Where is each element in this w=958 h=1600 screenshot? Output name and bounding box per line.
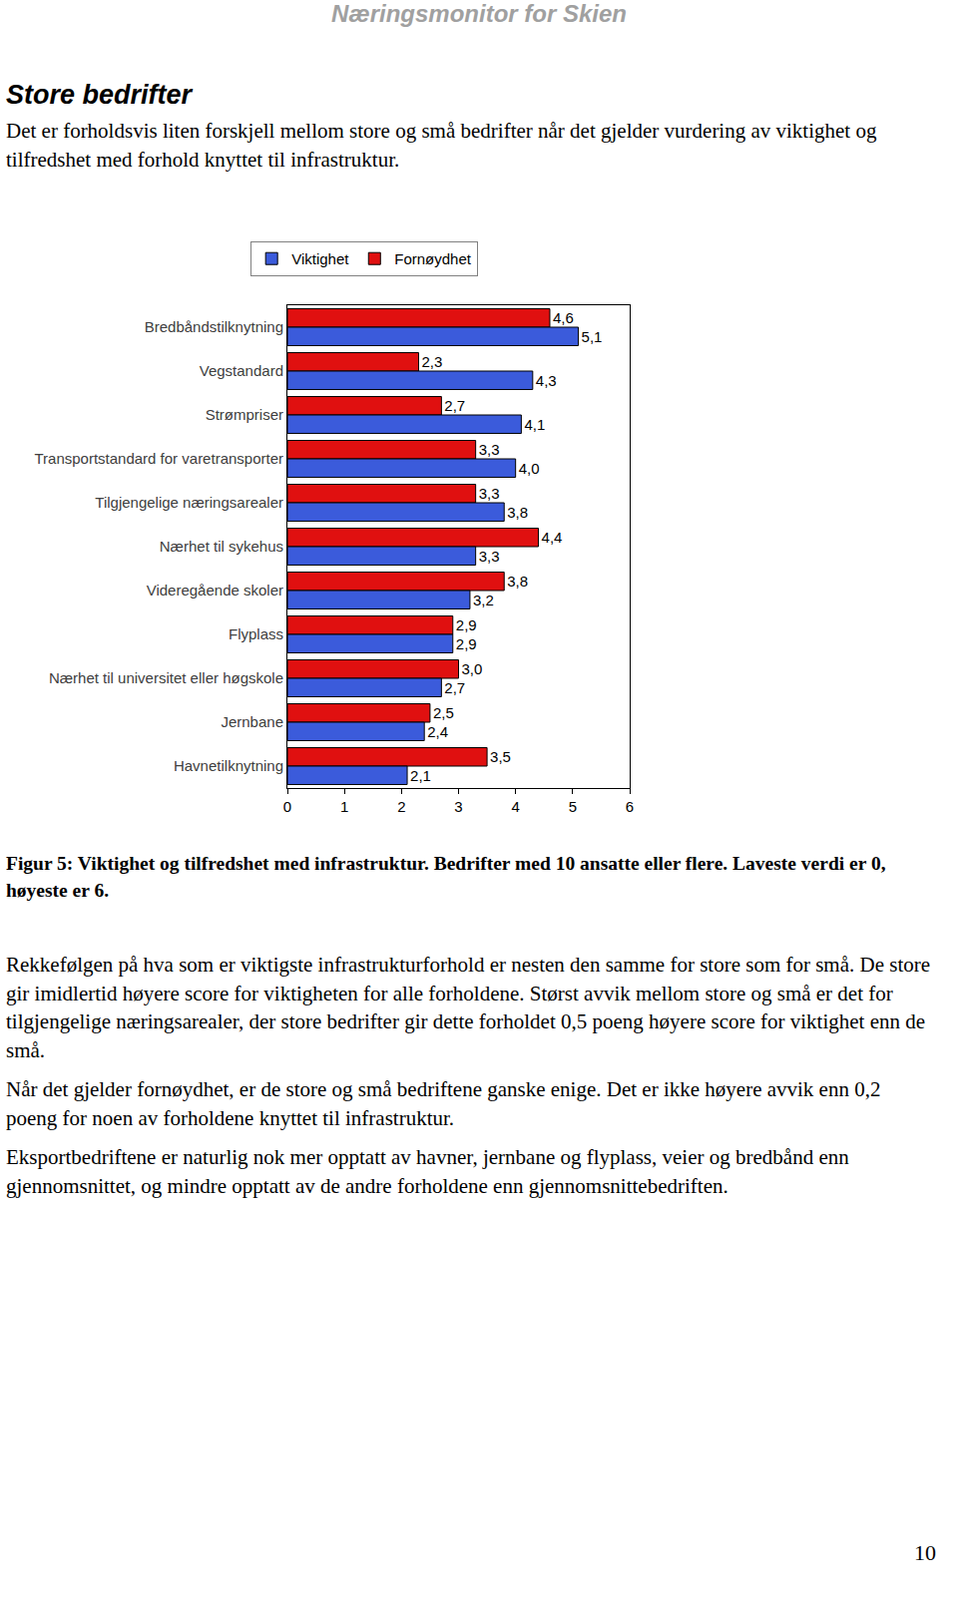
svg-text:Videregående skoler: Videregående skoler (146, 581, 284, 599)
svg-text:Havnetilknytning: Havnetilknytning (173, 757, 284, 775)
svg-text:3,0: 3,0 (462, 660, 483, 678)
svg-text:4,0: 4,0 (518, 460, 540, 478)
html-text:Figur 5: Viktighet og tilfreds: Figur 5: Viktighet og tilfredshet med in… (5, 853, 886, 902)
svg-text:4,4: 4,4 (541, 528, 563, 546)
html-text:Eksportbedriftene er naturlig: Eksportbedriftene er naturlig nok mer op… (5, 1145, 849, 1198)
svg-text:Vegstandard: Vegstandard (199, 362, 284, 380)
svg-text:Viktighet: Viktighet (291, 250, 350, 268)
svg-text:3,3: 3,3 (479, 547, 500, 565)
svg-text:2,5: 2,5 (433, 704, 455, 722)
svg-text:3,3: 3,3 (479, 441, 500, 459)
svg-text:2,1: 2,1 (410, 767, 432, 785)
svg-text:2,3: 2,3 (421, 353, 443, 371)
svg-text:1: 1 (340, 798, 349, 816)
svg-text:2,7: 2,7 (444, 397, 466, 415)
svg-text:4,1: 4,1 (523, 416, 545, 434)
svg-text:4,6: 4,6 (552, 309, 574, 327)
svg-text:Jernbane: Jernbane (220, 713, 284, 731)
html-text:10: 10 (914, 1540, 937, 1566)
svg-text:3,3: 3,3 (479, 484, 500, 502)
svg-text:3,8: 3,8 (506, 572, 528, 590)
svg-text:2,9: 2,9 (456, 635, 478, 653)
svg-text:4: 4 (510, 798, 519, 816)
svg-text:3: 3 (454, 798, 463, 816)
svg-text:2: 2 (397, 798, 406, 816)
html-text:Rekkefølgen på hva som er vikt: Rekkefølgen på hva som er viktigste infr… (5, 953, 931, 1063)
svg-text:Fornøydhet: Fornøydhet (394, 250, 473, 268)
svg-text:5: 5 (568, 798, 577, 816)
svg-text:Transportstandard for varetran: Transportstandard for varetransporter (33, 450, 284, 468)
svg-text:2,9: 2,9 (456, 616, 478, 634)
svg-text:Flyplass: Flyplass (228, 625, 284, 643)
html-text:Næringsmonitor for Skien: Næringsmonitor for Skien (331, 0, 627, 27)
svg-text:6: 6 (625, 798, 634, 816)
svg-text:Nærhet til universitet eller h: Nærhet til universitet eller høgskole (48, 669, 284, 687)
svg-text:Strømpriser: Strømpriser (205, 406, 284, 424)
svg-text:4,3: 4,3 (535, 372, 557, 390)
html-text:Store bedrifter: Store bedrifter (5, 79, 192, 110)
svg-text:Bredbåndstilknytning: Bredbåndstilknytning (144, 318, 284, 336)
html-text:Når det gjelder fornøydhet, er: Når det gjelder fornøydhet, er de store … (5, 1077, 881, 1131)
svg-text:Tilgjengelige næringsarealer: Tilgjengelige næringsarealer (94, 493, 284, 511)
svg-text:5,1: 5,1 (581, 328, 603, 346)
svg-text:2,4: 2,4 (427, 723, 449, 741)
svg-text:3,2: 3,2 (473, 591, 494, 609)
svg-text:3,8: 3,8 (506, 503, 528, 521)
svg-text:0: 0 (283, 798, 292, 816)
svg-text:Nærhet til sykehus: Nærhet til sykehus (159, 537, 284, 555)
html-text:Det er forholdsvis liten forsk: Det er forholdsvis liten forskjell mello… (5, 118, 877, 172)
svg-text:3,5: 3,5 (489, 748, 511, 766)
svg-text:2,7: 2,7 (444, 679, 466, 697)
